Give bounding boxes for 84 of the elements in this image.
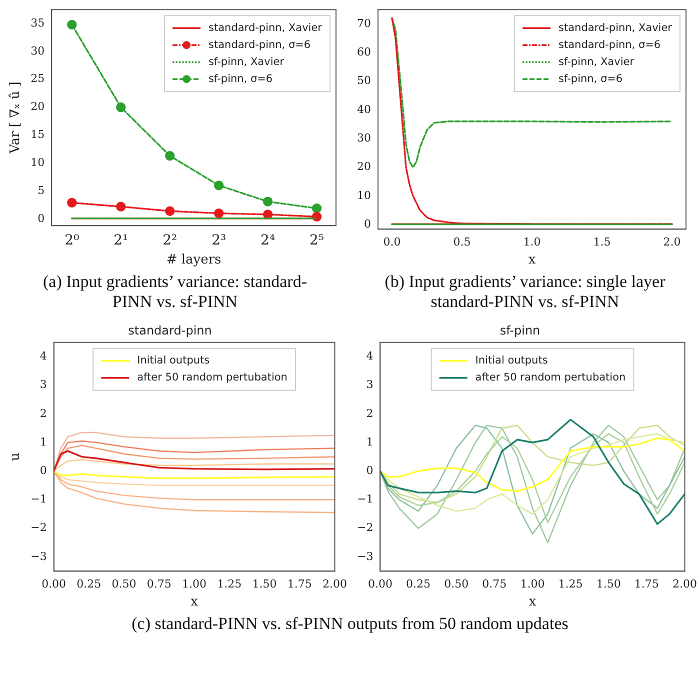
- x-tick-label: 2.00: [672, 578, 698, 591]
- x-tick-label: 2²: [162, 232, 178, 249]
- y-tick-label: 50: [356, 74, 371, 88]
- x-axis-title: x: [528, 252, 536, 268]
- y-tick-label: 4: [366, 350, 374, 363]
- x-tick-label: 1.25: [558, 578, 583, 591]
- legend-label: sf-pinn, Xavier: [558, 56, 635, 68]
- y-tick-label: 70: [356, 16, 371, 30]
- y-tick-label: 10: [356, 188, 371, 202]
- y-tick-label: 3: [40, 378, 47, 392]
- x-tick-label: 1.0: [523, 236, 541, 249]
- legend-label: Initial outputs: [137, 354, 210, 367]
- x-tick-label: 0.50: [112, 578, 136, 591]
- text: (b) Input gradients’ variance: single layer standard-PINN vs. sf-PINN: [384, 272, 666, 312]
- y-tick-label: 15: [30, 128, 45, 142]
- y-tick-label: 1: [40, 435, 47, 448]
- x-tick-label: 2.00: [322, 578, 348, 591]
- y-tick-label: 0: [366, 464, 374, 477]
- y-tick-label: −1: [30, 492, 47, 506]
- x-tick-label: 0.25: [76, 578, 102, 591]
- x-tick-label: 0.50: [444, 578, 469, 591]
- y-tick-label: 40: [356, 102, 371, 116]
- y-tick-label: 20: [356, 160, 371, 174]
- y-tick-label: −1: [356, 492, 374, 506]
- y-tick-label: 0: [40, 464, 47, 477]
- y-tick-label: 30: [356, 131, 371, 144]
- y-tick-label: 4: [40, 350, 47, 363]
- y-tick-label: 25: [30, 72, 45, 86]
- y-tick-label: 2: [40, 406, 47, 420]
- x-axis-title: x: [190, 594, 199, 610]
- y-tick-label: 3: [366, 378, 374, 392]
- legend-label: after 50 random pertubation: [475, 372, 626, 384]
- y-tick-label: 35: [30, 16, 45, 30]
- y-tick-label: −3: [356, 550, 374, 563]
- legend-label: standard-pinn, Xavier: [558, 22, 673, 34]
- x-tick-label: 1.50: [596, 578, 621, 591]
- x-tick-label: 0.00: [368, 578, 392, 591]
- y-tick-label: 10: [30, 156, 45, 169]
- legend-label: Initial outputs: [475, 354, 548, 367]
- x-tick-label: 1.00: [182, 578, 207, 591]
- y-tick-label: 5: [38, 184, 45, 197]
- x-tick-label: 2⁴: [260, 232, 276, 249]
- legend-label: standard-pinn, Xavier: [208, 22, 323, 34]
- x-tick-label: 0.75: [146, 578, 172, 591]
- y-tick-label: 0: [38, 212, 45, 225]
- x-tick-label: 1.50: [252, 578, 277, 591]
- y-tick-label: 20: [30, 100, 45, 114]
- chart-title: standard-pinn: [128, 323, 212, 338]
- chart-title: sf-pinn: [500, 323, 540, 338]
- x-tick-label: 2⁵: [310, 232, 324, 249]
- legend-label: standard-pinn, σ=6: [558, 38, 661, 51]
- x-tick-label: 2.0: [663, 236, 681, 249]
- x-tick-label: 0.25: [406, 578, 431, 591]
- x-axis-title: # layers: [166, 252, 222, 268]
- y-tick-label: −2: [356, 521, 374, 534]
- legend-label: sf-pinn, Xavier: [208, 56, 285, 68]
- y-tick-label: 1: [366, 435, 374, 448]
- y-axis-title: Var [ ∇ₓ û ]: [8, 82, 24, 154]
- legend-label: after 50 random pertubation: [137, 372, 288, 384]
- x-tick-label: 1.25: [217, 578, 242, 591]
- text: (c) standard-PINN vs. sf-PINN outputs from 50 random updates: [130, 614, 570, 634]
- y-tick-label: 60: [356, 45, 371, 58]
- x-tick-label: 1.00: [520, 578, 545, 591]
- x-tick-label: 2⁰: [64, 232, 80, 249]
- y-axis-title: u: [8, 452, 24, 461]
- y-tick-label: 0: [364, 217, 371, 230]
- text: (a) Input gradients’ variance: standard-PINN vs. sf-PINN: [42, 272, 308, 312]
- x-tick-label: 0.00: [42, 578, 66, 591]
- x-tick-label: 1.5: [593, 236, 611, 249]
- legend-label: standard-pinn, σ=6: [208, 38, 311, 51]
- y-tick-label: 2: [366, 406, 374, 420]
- x-tick-label: 0.5: [453, 236, 471, 249]
- x-axis-title: x: [528, 594, 537, 610]
- y-tick-label: −3: [30, 550, 47, 563]
- y-tick-label: −2: [30, 521, 47, 534]
- x-tick-label: 0.75: [482, 578, 507, 591]
- x-tick-label: 2¹: [114, 232, 128, 249]
- y-tick-label: 30: [30, 44, 45, 58]
- x-tick-label: 1.75: [287, 578, 312, 591]
- legend-label: sf-pinn, σ=6: [558, 72, 623, 85]
- legend-label: sf-pinn, σ=6: [208, 72, 273, 85]
- x-tick-label: 1.75: [634, 578, 659, 591]
- x-tick-label: 0.0: [383, 236, 401, 249]
- x-tick-label: 2³: [212, 232, 226, 249]
